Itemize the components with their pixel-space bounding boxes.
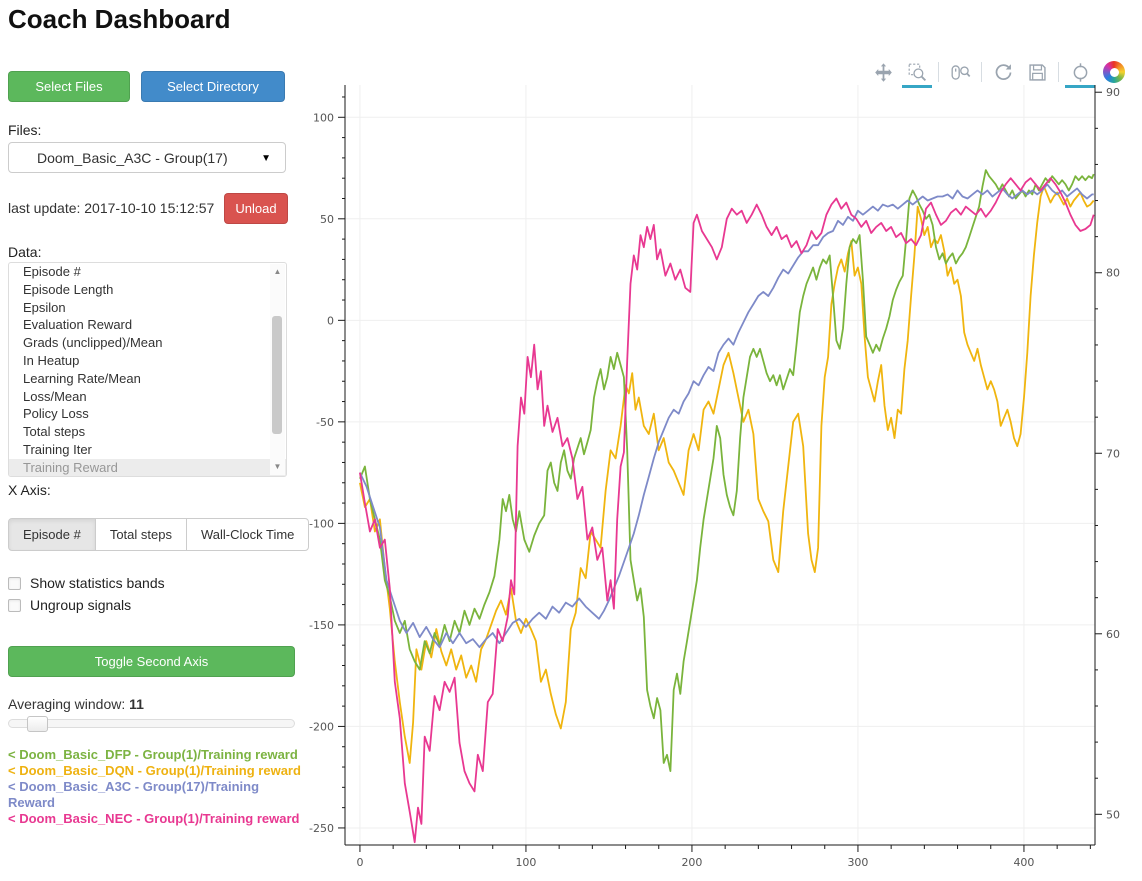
slider-handle[interactable] (27, 716, 48, 732)
ungroup-signals-row: Ungroup signals (8, 596, 131, 614)
series-line (359, 183, 1094, 649)
ungroup-signals-checkbox[interactable] (8, 598, 21, 612)
toolbar-separator (981, 62, 982, 82)
data-listbox[interactable]: Episode # Episode Length Epsilon Evaluation… (8, 262, 287, 477)
y-left-tick-label: -150 (309, 619, 334, 632)
page-title: Coach Dashboard (8, 4, 231, 34)
toolbar-separator (1058, 62, 1059, 82)
list-item[interactable]: In Heatup (23, 352, 80, 368)
scrollbar[interactable]: ▲ ▼ (270, 264, 285, 475)
y-left-tick-label: -250 (309, 822, 334, 835)
data-list-items: Episode # Episode Length Epsilon Evaluation… (9, 263, 286, 476)
toolbar-separator (938, 62, 939, 82)
scroll-down-icon[interactable]: ▼ (273, 462, 282, 471)
unload-button[interactable]: Unload (224, 193, 288, 224)
select-directory-button[interactable]: Select Directory (141, 71, 285, 102)
legend-item[interactable]: < Doom_Basic_A3C - Group(17)/Training Re… (8, 779, 260, 810)
reset-tool-icon[interactable] (991, 60, 1015, 84)
x-tick-label: 200 (681, 856, 702, 869)
bokeh-logo-icon[interactable] (1103, 61, 1125, 83)
tab-episode-[interactable]: Episode # (8, 518, 96, 551)
scroll-up-icon[interactable]: ▲ (273, 267, 282, 276)
box-zoom-tool-icon[interactable] (902, 60, 932, 88)
y-left-tick-label: 100 (313, 111, 334, 124)
list-item[interactable]: Training Reward (9, 458, 286, 476)
y-right-tick-label: 90 (1106, 86, 1120, 99)
select-files-button[interactable]: Select Files (8, 71, 130, 102)
list-item[interactable]: Evaluation Reward (23, 317, 133, 333)
tab-total-steps[interactable]: Total steps (94, 518, 187, 551)
wheel-zoom-tool-icon[interactable] (948, 60, 972, 84)
y-left-tick-label: -200 (309, 720, 334, 733)
files-select-dropdown[interactable]: Doom_Basic_A3C - Group(17) ▼ (8, 142, 286, 173)
chart-toolbar (866, 57, 1125, 88)
files-select-value: Doom_Basic_A3C - Group(17) (37, 149, 228, 166)
x-tick-label: 400 (1013, 856, 1034, 869)
legend-item[interactable]: < Doom_Basic_DQN - Group(1)/Training rew… (8, 763, 301, 779)
y-left-tick-label: 50 (320, 213, 334, 226)
files-label: Files: (8, 122, 42, 138)
list-item[interactable]: Episode # (23, 264, 81, 279)
y-right-tick-label: 80 (1106, 267, 1120, 280)
averaging-window-slider[interactable] (8, 716, 295, 732)
list-item[interactable]: Training Iter (23, 441, 92, 457)
y-right-tick-label: 50 (1106, 808, 1120, 821)
ungroup-signals-label: Ungroup signals (30, 597, 132, 613)
x-tick-label: 300 (847, 856, 868, 869)
save-tool-icon[interactable] (1025, 60, 1049, 84)
series-line (359, 185, 1095, 764)
list-item[interactable]: Episode Length (23, 281, 114, 297)
list-item[interactable]: Total steps (23, 424, 86, 440)
y-left-tick-label: 0 (327, 314, 334, 327)
show-statistics-bands-label: Show statistics bands (30, 575, 165, 591)
last-update-text: last update: 2017-10-10 15:12:57 (8, 200, 215, 216)
legend-item[interactable]: < Doom_Basic_NEC - Group(1)/Training rew… (8, 810, 300, 826)
pan-tool-icon[interactable] (871, 60, 895, 84)
hover-tool-icon[interactable] (1065, 60, 1095, 88)
reward-chart[interactable]: 100 50 0 -50 -100 -150 -200 -250 0 100 200 300 400 90… (300, 0, 1142, 881)
scrollbar-thumb[interactable] (272, 316, 282, 434)
x-tick-label: 100 (515, 856, 536, 869)
series-line (359, 169, 1095, 772)
legend: < Doom_Basic_DFP - Group(1)/Training rew… (8, 747, 308, 827)
tab-wall-clock-time[interactable]: Wall-Clock Time (185, 518, 310, 551)
list-item[interactable]: Policy Loss (23, 406, 89, 422)
x-axis-tab-group: Episode # Total steps Wall-Clock Time (8, 518, 310, 551)
list-item[interactable]: Loss/Mean (23, 388, 87, 404)
chevron-down-icon: ▼ (261, 153, 271, 164)
show-statistics-bands-checkbox[interactable] (8, 576, 21, 590)
x-axis-label: X Axis: (8, 482, 51, 498)
legend-item[interactable]: < Doom_Basic_DFP - Group(1)/Training rew… (8, 747, 298, 762)
averaging-window-value: 11 (129, 696, 144, 712)
show-statistics-bands-row: Show statistics bands (8, 574, 165, 592)
averaging-window-label: Averaging window: 11 (8, 696, 144, 712)
list-item[interactable]: Learning Rate/Mean (23, 370, 141, 386)
list-item[interactable]: Grads (unclipped)/Mean (23, 335, 163, 351)
x-tick-label: 0 (356, 856, 363, 869)
y-left-tick-label: -100 (309, 517, 334, 530)
y-right-tick-label: 70 (1106, 447, 1120, 460)
list-item[interactable]: Epsilon (23, 299, 66, 315)
y-right-tick-label: 60 (1106, 628, 1120, 641)
data-label: Data: (8, 244, 42, 260)
y-left-tick-label: -50 (316, 416, 334, 429)
series-line (359, 177, 1095, 844)
toggle-second-axis-button[interactable]: Toggle Second Axis (8, 646, 295, 677)
